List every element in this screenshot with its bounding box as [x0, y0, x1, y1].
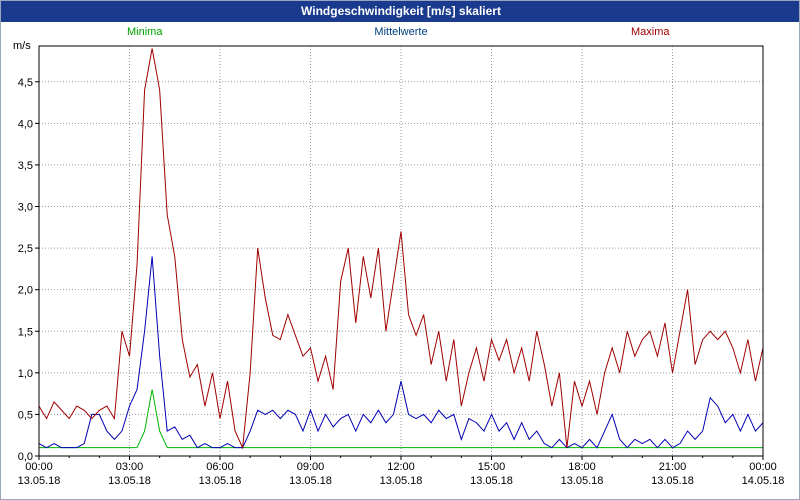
- x-tick-time: 12:00: [387, 461, 415, 473]
- legend-label-maxima: Maxima: [631, 26, 670, 38]
- x-tick-time: 09:00: [297, 461, 325, 473]
- x-tick-date: 13.05.18: [108, 475, 151, 487]
- x-tick-date: 13.05.18: [470, 475, 513, 487]
- y-tick-label: 0,0: [18, 451, 33, 463]
- x-tick-date: 13.05.18: [289, 475, 332, 487]
- y-tick-label: 0,5: [18, 409, 33, 421]
- y-tick-label: 3,5: [18, 160, 33, 172]
- y-tick-label: 3,0: [18, 202, 33, 214]
- y-tick-label: 2,0: [18, 285, 33, 297]
- y-tick-label: 4,0: [18, 118, 33, 130]
- legend-label-mittelwerte: Mittelwerte: [374, 26, 428, 38]
- x-tick-date: 14.05.18: [742, 475, 785, 487]
- x-tick-date: 13.05.18: [561, 475, 604, 487]
- x-tick-date: 13.05.18: [651, 475, 694, 487]
- x-tick-date: 13.05.18: [18, 475, 61, 487]
- x-tick-date: 13.05.18: [380, 475, 423, 487]
- x-tick-time: 18:00: [568, 461, 596, 473]
- x-tick-date: 13.05.18: [199, 475, 242, 487]
- x-tick-time: 21:00: [659, 461, 687, 473]
- x-tick-time: 03:00: [116, 461, 144, 473]
- x-tick-time: 00:00: [749, 461, 777, 473]
- x-tick-time: 15:00: [478, 461, 506, 473]
- y-tick-label: 1,5: [18, 326, 33, 338]
- x-tick-time: 00:00: [25, 461, 53, 473]
- plot-border: [38, 45, 764, 457]
- y-tick-label: 4,5: [18, 77, 33, 89]
- x-tick-time: 06:00: [206, 461, 234, 473]
- series-minima-line: [39, 389, 763, 449]
- y-axis-unit-label: m/s: [13, 40, 31, 52]
- series-maxima-line: [38, 48, 764, 450]
- series-mittelwerte-line: [38, 256, 764, 449]
- title-bar: Windgeschwindigkeit [m/s] skaliert: [1, 1, 799, 22]
- y-tick-label: 2,5: [18, 243, 33, 255]
- y-tick-label: 1,0: [18, 368, 33, 380]
- legend-label-minima: Minima: [127, 26, 163, 38]
